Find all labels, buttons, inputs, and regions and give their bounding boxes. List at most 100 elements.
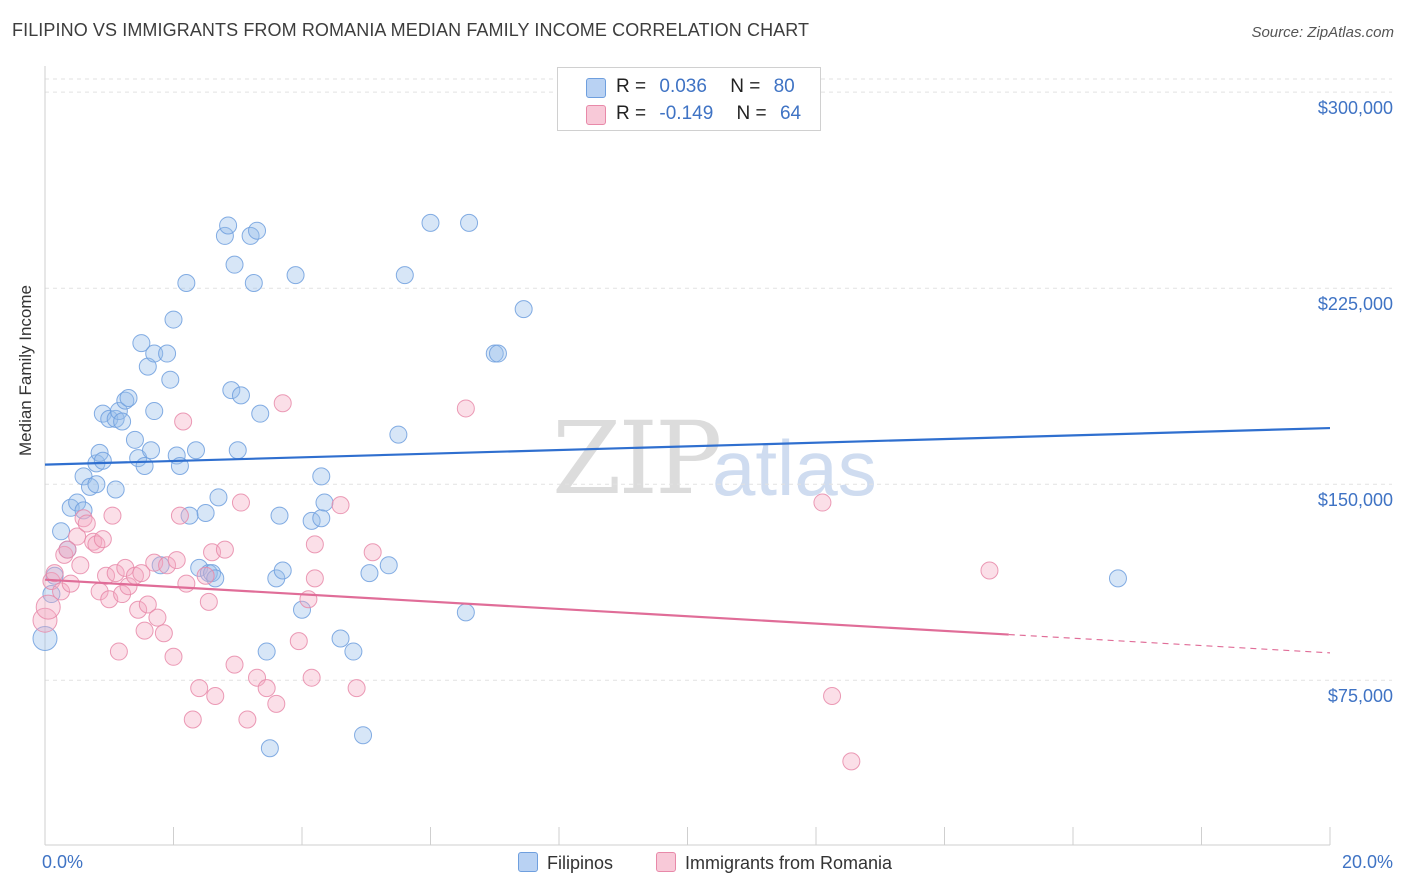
- filipino-point: [135, 456, 154, 475]
- romania-point: [289, 632, 308, 651]
- filipino-point: [514, 300, 533, 319]
- filipino-point: [52, 522, 71, 541]
- romania-point: [35, 594, 61, 620]
- legend-n-label: N =: [730, 76, 761, 97]
- romania-point: [93, 530, 112, 549]
- romania-point: [148, 608, 167, 627]
- romania-point: [154, 624, 173, 643]
- legend-swatch-filipinos: [586, 78, 606, 98]
- filipino-point: [132, 334, 151, 353]
- romania-point: [842, 752, 861, 771]
- romania-point: [199, 592, 218, 611]
- filipino-point: [354, 726, 373, 745]
- romania-point: [52, 582, 71, 601]
- filipino-point: [244, 273, 263, 292]
- legend-r-label: R =: [616, 103, 647, 124]
- filipino-point: [32, 625, 58, 651]
- filipino-point: [488, 344, 507, 363]
- romania-point: [305, 569, 324, 588]
- filipino-point: [251, 404, 270, 423]
- romania-point: [267, 694, 286, 713]
- filipino-point: [225, 255, 244, 274]
- filipino-point: [421, 213, 440, 232]
- filipino-point: [145, 344, 164, 363]
- bottom-legend-swatch-romania: [656, 852, 676, 872]
- filipino-point: [460, 213, 479, 232]
- x-tick-label-max: 20.0%: [1341, 852, 1393, 872]
- filipino-point: [222, 381, 241, 400]
- romania-point: [116, 558, 135, 577]
- y-tick-label: $300,000: [1317, 98, 1393, 119]
- bottom-legend-label-romania: Immigrants from Romania: [685, 853, 893, 873]
- axes: [44, 66, 1331, 846]
- filipino-point: [248, 221, 267, 240]
- filipino-point: [109, 402, 128, 421]
- filipino-point: [177, 273, 196, 292]
- filipino-point: [312, 467, 331, 486]
- romania-point: [196, 566, 215, 585]
- filipino-point: [145, 402, 164, 421]
- romania-point: [177, 574, 196, 593]
- filipino-point: [360, 564, 379, 583]
- filipino-point: [293, 600, 311, 619]
- bottom-legend-filipinos: Filipinos: [518, 852, 613, 874]
- filipino-point: [161, 370, 180, 389]
- romania-trend-extension: [1008, 633, 1331, 654]
- romania-point: [174, 412, 193, 431]
- watermark-zip: ZIP: [552, 400, 722, 517]
- filipino-point: [257, 642, 276, 661]
- filipino-point: [286, 266, 305, 285]
- romania-point: [206, 686, 225, 705]
- romania-point: [132, 564, 151, 583]
- legend-swatch-romania: [586, 105, 606, 125]
- romania-point: [363, 543, 382, 562]
- filipino-point: [395, 266, 414, 285]
- romania-point: [55, 545, 74, 564]
- romania-point: [331, 496, 350, 515]
- romania-point: [109, 642, 128, 661]
- romania-point: [119, 577, 138, 596]
- legend-n-label: N =: [736, 103, 767, 124]
- filipino-point: [196, 504, 215, 523]
- romania-point: [273, 394, 292, 413]
- filipino-point: [138, 357, 157, 376]
- romania-point: [257, 679, 276, 698]
- filipino-point: [215, 226, 234, 245]
- romania-point: [231, 493, 250, 512]
- filipino-point: [228, 441, 247, 460]
- romania-point: [61, 574, 80, 593]
- filipino-point: [273, 561, 292, 580]
- y-axis-label: Median Family Income: [16, 284, 35, 456]
- filipino-point: [93, 451, 112, 470]
- x-tick-label-min: 0.0%: [42, 852, 84, 872]
- filipino-point: [1108, 569, 1127, 588]
- filipino-point: [231, 386, 250, 405]
- watermark-atlas: atlas: [712, 424, 877, 512]
- romania-point: [347, 679, 366, 698]
- filipino-point: [456, 603, 475, 622]
- filipino-point: [270, 506, 289, 525]
- trend-lines: [44, 426, 1331, 654]
- romania-point: [164, 647, 183, 666]
- filipino-point: [389, 425, 408, 444]
- romania-point: [71, 556, 90, 575]
- filipino-point: [186, 441, 205, 460]
- data-points: [32, 213, 1127, 771]
- filipino-point: [125, 430, 144, 449]
- legend-r-value-filipinos: 0.036: [659, 76, 707, 97]
- y-tick-label: $75,000: [1327, 686, 1393, 707]
- filipino-point: [312, 509, 331, 528]
- filipino-point: [315, 493, 334, 512]
- romania-point: [45, 564, 64, 583]
- romania-point: [74, 509, 93, 528]
- romania-point: [190, 679, 209, 698]
- stats-legend: R = 0.036 N = 80 R = -0.149 N = 64: [557, 67, 821, 131]
- filipino-point: [158, 344, 177, 363]
- filipino-point: [260, 739, 279, 758]
- filipino-point: [87, 475, 106, 494]
- romania-point: [980, 561, 999, 580]
- bottom-legend-romania: Immigrants from Romania: [656, 852, 892, 874]
- romania-point: [103, 506, 122, 525]
- filipino-point: [119, 388, 138, 407]
